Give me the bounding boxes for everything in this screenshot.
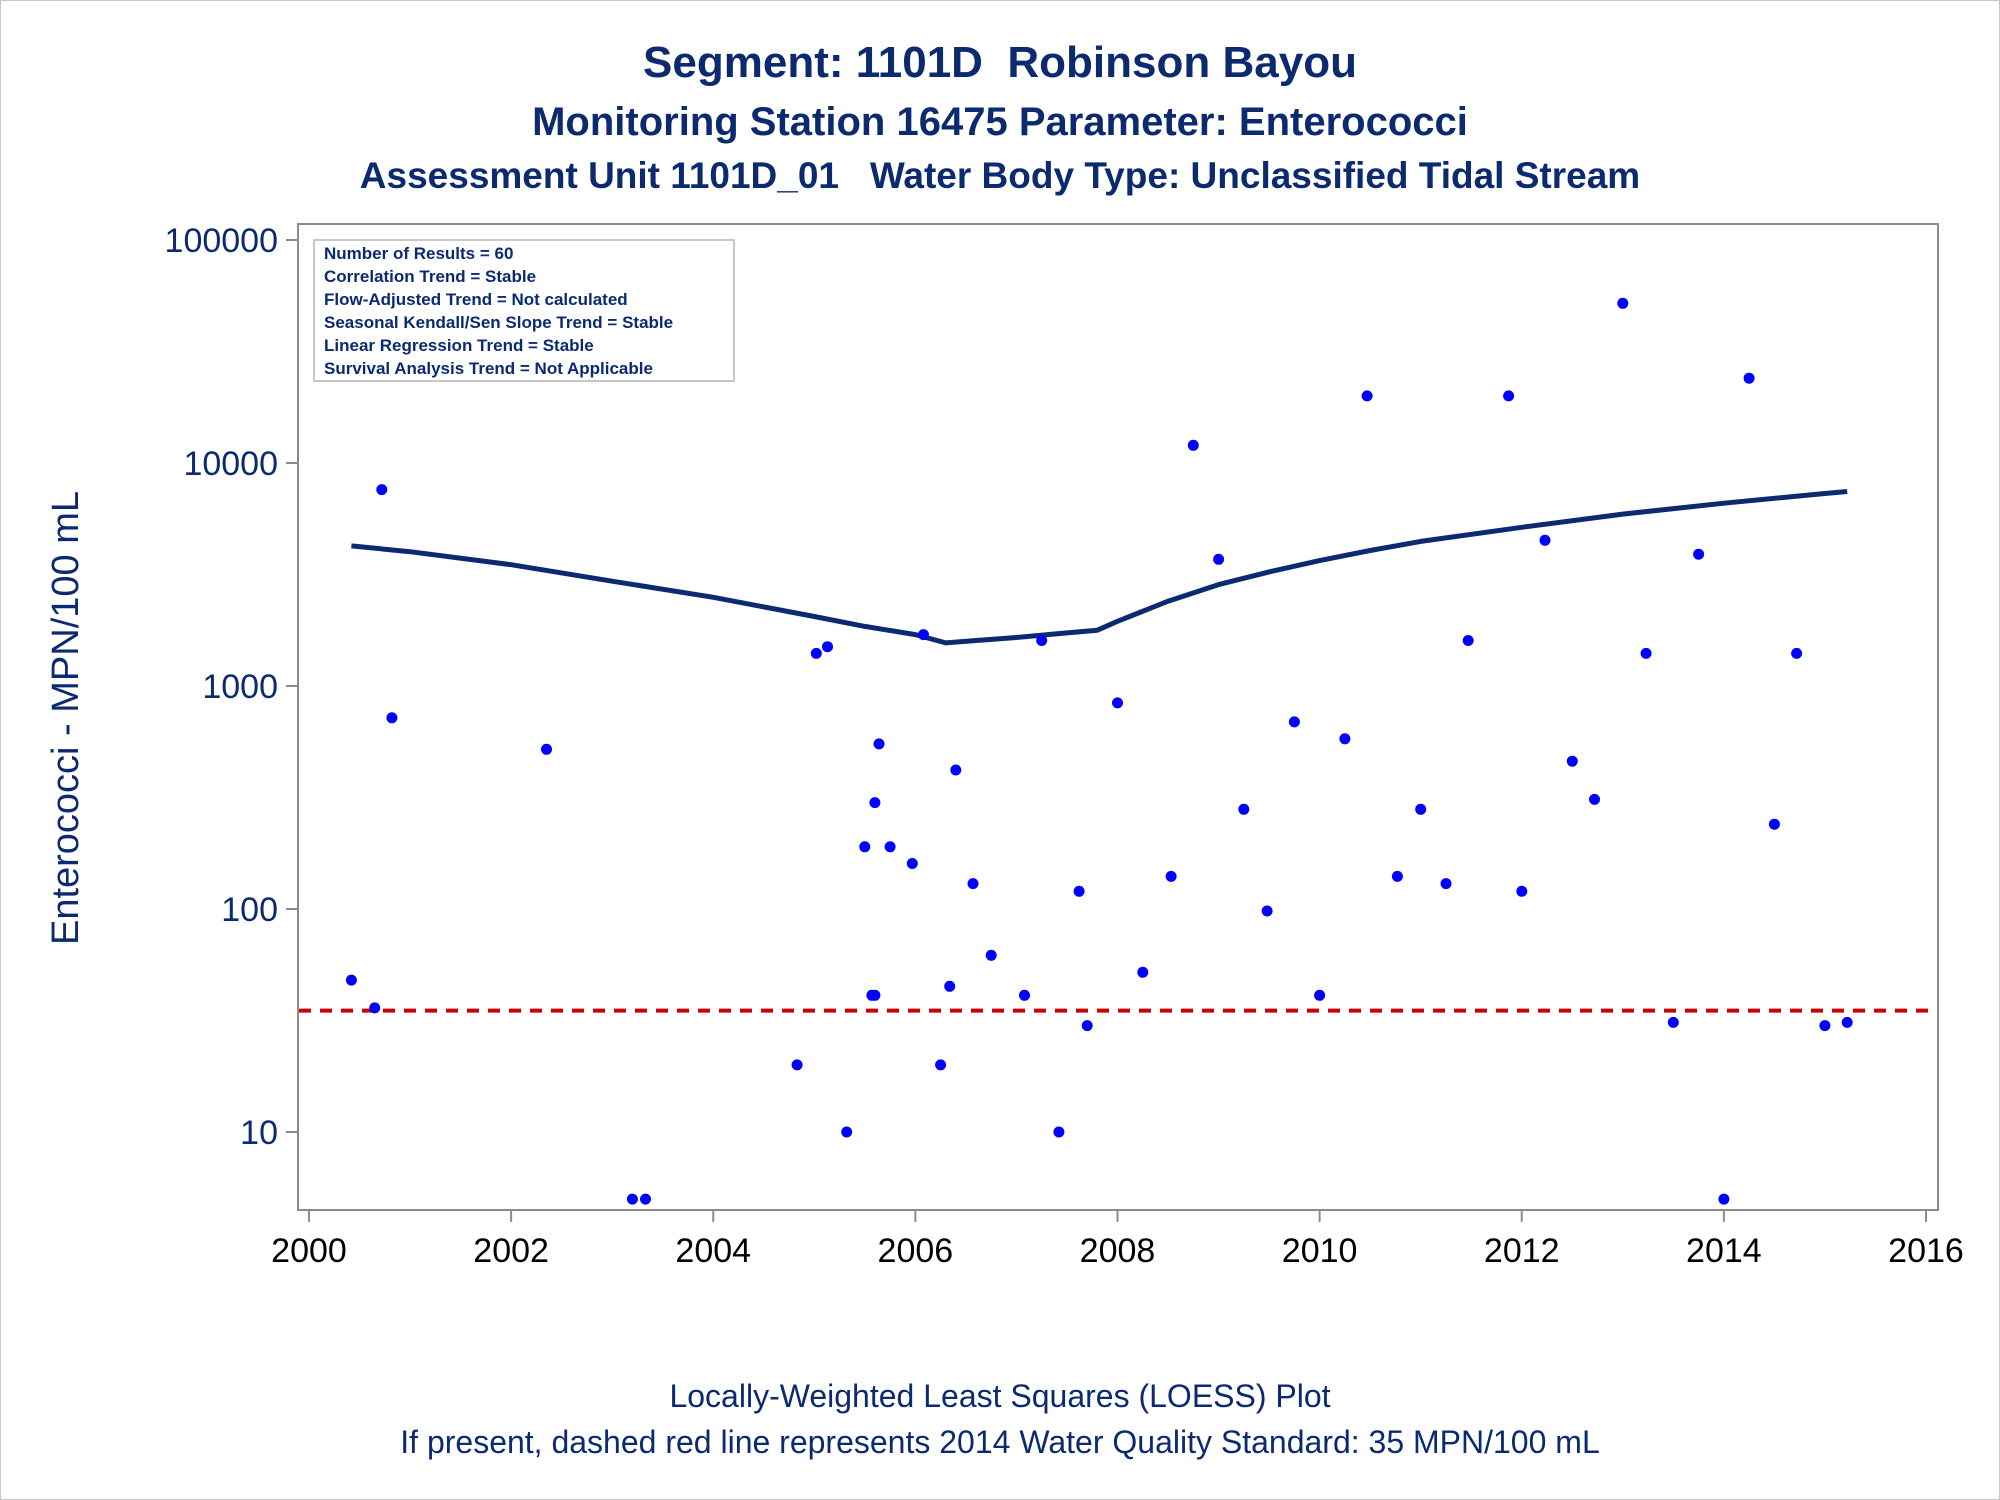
data-point [1415,803,1427,815]
stats-line-linear-regression: Linear Regression Trend = Stable [324,336,594,355]
y-tick-label: 1000 [202,668,278,706]
data-point [822,641,833,653]
data-point [985,949,997,961]
data-point [1440,878,1452,890]
data-point [369,1002,381,1014]
data-point [376,484,388,496]
data-point [1165,870,1177,882]
stats-line-results: Number of Results = 60 [324,244,513,263]
data-point [1841,1016,1853,1028]
data-point [869,797,881,809]
data-point [1238,803,1250,815]
data-point [869,989,881,1001]
data-point [1073,885,1085,897]
data-point [1288,716,1300,728]
y-tick-label: 10 [240,1114,278,1152]
data-point [1019,989,1030,1001]
data-point [950,764,962,776]
data-point [1718,1193,1730,1205]
x-tick-label: 2002 [473,1232,549,1270]
loess-line [351,489,1848,646]
y-tick-label: 100000 [165,222,278,260]
chart-subtitle-2: Assessment Unit 1101D_01 Water Body Type… [359,155,1641,196]
data-point [1053,1126,1065,1138]
data-point [1503,390,1515,402]
data-point [1516,885,1528,897]
data-point [967,878,979,890]
stats-line-seasonal-kendall: Seasonal Kendall/Sen Slope Trend = Stabl… [324,313,673,332]
data-point [1539,534,1551,546]
data-point [1391,870,1403,882]
stats-box-border [313,239,735,382]
data-point [1693,548,1705,560]
data-point [1314,989,1326,1001]
data-point [859,841,871,853]
stats-line-correlation: Correlation Trend = Stable [324,267,536,286]
data-point [918,629,929,641]
data-point [1361,390,1373,402]
data-point [1743,372,1755,384]
data-point [935,1059,947,1071]
loess-group [351,489,1848,646]
data-point [791,1059,803,1071]
footnote-loess: Locally-Weighted Least Squares (LOESS) P… [669,1378,1331,1414]
x-tick-label: 2004 [675,1232,751,1270]
data-point [1036,635,1048,646]
data-point [944,980,956,992]
data-point [626,1193,638,1205]
data-point [345,974,357,986]
data-point [1137,966,1149,978]
x-tick-label: 2000 [271,1232,347,1270]
y-tick-label: 10000 [183,445,278,483]
data-point [1081,1020,1093,1032]
x-tick-label: 2008 [1080,1232,1156,1270]
data-point [1112,697,1123,709]
data-point [1640,647,1652,659]
stats-line-flow-adjusted: Flow-Adjusted Trend = Not calculated [324,290,628,309]
data-point [810,647,822,659]
data-point [1589,793,1600,805]
data-point [386,712,398,724]
data-point [1791,647,1803,659]
y-axis-label: Enterococci - MPN/100 mL [45,491,87,945]
x-tick-label: 2010 [1282,1232,1358,1270]
data-point [541,743,552,755]
stats-line-survival: Survival Analysis Trend = Not Applicable [324,359,653,378]
data-point [1213,553,1225,565]
data-point [1819,1020,1831,1032]
data-point [1261,905,1273,917]
data-point [1462,635,1474,646]
stats-box: Number of Results = 60 Correlation Trend… [313,239,735,382]
data-points [345,297,1853,1205]
chart-subtitle: Monitoring Station 16475 Parameter: Ente… [532,100,1468,144]
x-tick-label: 2012 [1484,1232,1560,1270]
chart-title: Segment: 1101D Robinson Bayou [643,38,1357,87]
data-point [884,841,896,853]
data-point [640,1193,651,1205]
x-tick-label: 2006 [878,1232,954,1270]
footnote-standard: If present, dashed red line represents 2… [400,1424,1600,1460]
data-point [841,1126,853,1138]
data-point [873,738,885,750]
data-point [1187,439,1199,451]
x-tick-label: 2014 [1686,1232,1762,1270]
axes: 2000 2002 2004 2006 2008 2010 2012 2014 2016 10 10… [165,222,1964,1270]
data-point [906,858,918,869]
y-tick-label: 100 [221,891,278,929]
data-point [1617,297,1629,309]
data-point [1667,1016,1679,1028]
x-tick-label: 2016 [1888,1232,1964,1270]
data-point [1339,733,1351,745]
data-point [1768,818,1780,830]
data-point [1566,755,1578,767]
